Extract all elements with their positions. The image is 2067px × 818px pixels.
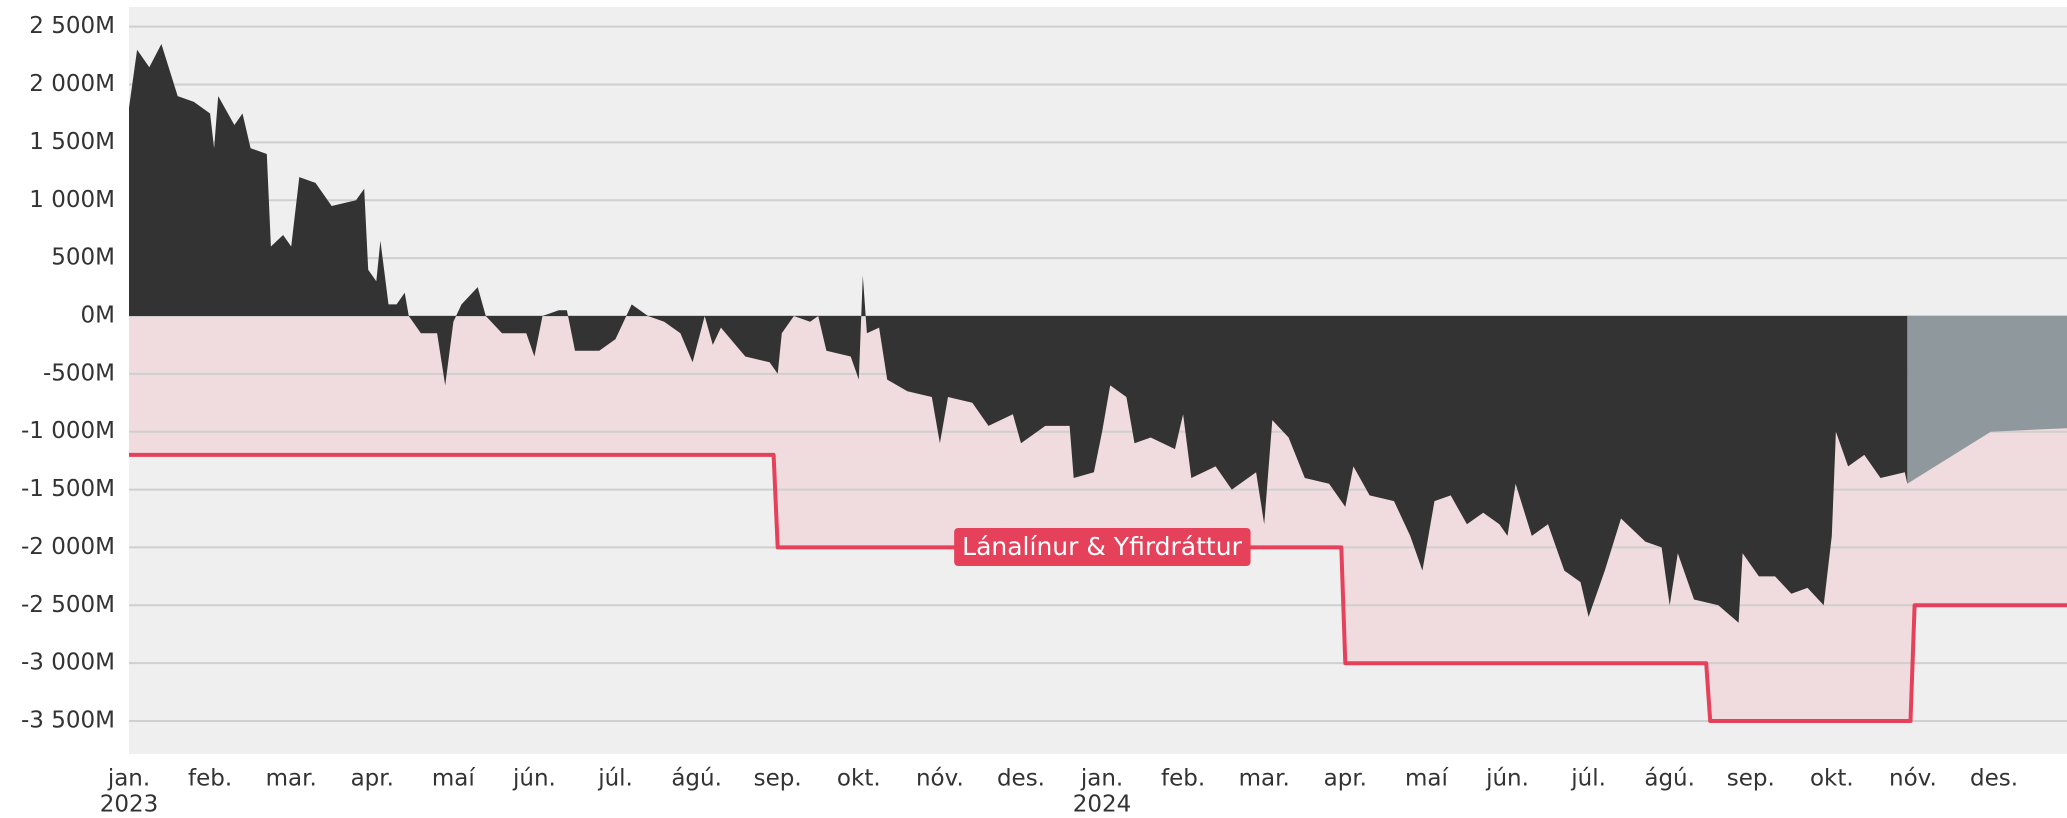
y-tick-label: -3 000M [21, 650, 115, 676]
x-tick-label: mar. [266, 766, 317, 792]
x-tick-label: jan. [107, 766, 150, 792]
x-tick-label: jan. [1080, 766, 1123, 792]
x-tick-label: jún. [1485, 766, 1529, 792]
x-tick-label: maí [432, 766, 475, 792]
x-tick-label: mar. [1239, 766, 1290, 792]
year-label: 2023 [100, 792, 159, 818]
y-tick-label: -2 500M [21, 592, 115, 618]
x-tick-label: jún. [512, 766, 556, 792]
y-tick-label: 1 000M [29, 187, 115, 213]
x-tick-label: feb. [1161, 766, 1205, 792]
x-tick-label: ágú. [1644, 766, 1695, 792]
limit-line [129, 452, 2067, 723]
x-tick-label: sep. [1727, 766, 1775, 792]
x-tick-label: okt. [1810, 766, 1854, 792]
y-tick-label: -3 500M [21, 708, 115, 734]
y-tick-label: 2 500M [29, 13, 115, 39]
x-tick-label: des. [1970, 766, 2018, 792]
x-tick-label: sep. [754, 766, 802, 792]
x-tick-label: nóv. [1889, 766, 1937, 792]
x-tick-label: okt. [837, 766, 881, 792]
y-tick-label: -500M [43, 360, 115, 386]
x-tick-label: ágú. [671, 766, 722, 792]
x-tick-label: júl. [1570, 766, 1606, 792]
area [1907, 315, 2067, 484]
y-tick-label: 0M [81, 302, 115, 328]
x-tick-label: apr. [351, 766, 394, 792]
y-tick-label: 1 500M [29, 129, 115, 155]
x-tick-label: feb. [188, 766, 232, 792]
x-tick-label: apr. [1324, 766, 1367, 792]
area [129, 44, 1908, 623]
x-tick-label: des. [997, 766, 1045, 792]
annotation-text: Lánalínur & Yfirdráttur [962, 532, 1242, 561]
y-tick-label: -1 500M [21, 476, 115, 502]
y-tick-label: -1 000M [21, 418, 115, 444]
x-tick-label: nóv. [916, 766, 964, 792]
y-tick-label: 500M [51, 245, 115, 271]
year-label: 2024 [1073, 792, 1132, 818]
y-tick-label: -2 000M [21, 534, 115, 560]
x-tick-label: júl. [597, 766, 633, 792]
y-tick-label: 2 000M [29, 71, 115, 97]
annotation-box [954, 528, 1251, 566]
x-tick-label: maí [1405, 766, 1448, 792]
